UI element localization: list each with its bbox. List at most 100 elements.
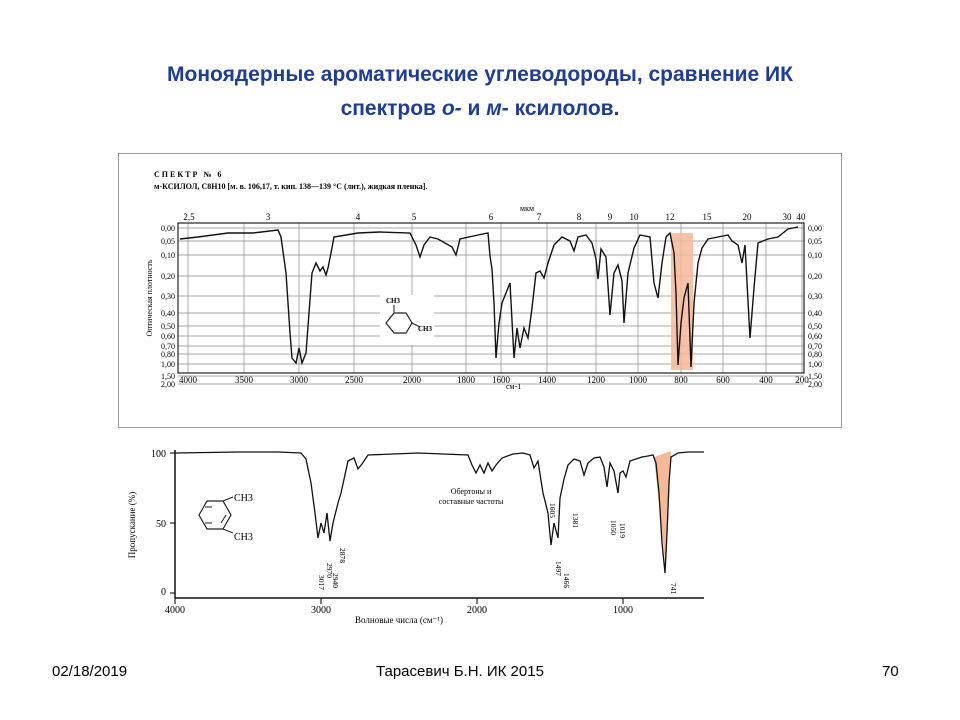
right-tick-label: 0,00 [808,224,822,233]
left-tick-label: 0,10 [161,251,175,260]
peak-label: 2970 [325,563,334,578]
spectrum-curve [179,226,799,368]
spectrum-header: СПЕКТР № 6 [154,170,223,179]
peak-label: 1019 [618,523,627,538]
left-tick-label: 0,40 [161,309,175,318]
x-tick-4000: 4000 [165,605,185,616]
bottom-tick-label: 2000 [403,375,422,385]
left-axis-ticks: 0,00 0,05 0,10 0,20 0,30 0,40 0,500,600,700,80… [161,224,175,389]
peak-label: 1050 [609,520,618,535]
left-tick-label: 1,50 [161,372,175,381]
top-tick-label: 12 [666,212,675,222]
right-tick-label: 0,40 [808,309,822,318]
left-tick-label: 0,50 [161,322,175,331]
structure-o-xylene: CH3 CH3 [198,493,253,543]
right-tick-label: 0,70 [808,342,822,351]
slide-title: Моноядерные ароматические углеводороды, … [40,58,920,126]
bottom-tick-label: 800 [674,375,688,385]
top-tick-label: 10 [630,212,640,222]
left-tick-label: 0,30 [161,292,175,301]
x-axis-label: Волновые числа (см⁻¹) [355,615,443,625]
peak-label: 1466 [562,573,571,588]
top-tick-label: 5 [412,212,417,222]
bottom-tick-label: 1800 [457,375,476,385]
m-xylene-ir-spectrum: СПЕКТР № 6 м-КСИЛОЛ, C8H10 [м. в. 106,17… [118,153,842,428]
left-tick-label: 0,05 [161,237,175,246]
bottom-tick-label: 1600 [492,375,511,385]
structure-m-xylene: CH3 CH3 [380,295,434,345]
plot-frame [177,222,805,374]
structure-label-ch3-top: CH3 [386,297,401,305]
left-tick-label: 0,00 [161,224,175,233]
structure-label-ch3-bottom: CH3 [234,532,253,543]
x-tick-1000: 1000 [613,605,633,616]
structure-label-ch3-top: CH3 [234,493,253,504]
top-tick-label: 40 [797,212,807,222]
peak-label: 1497 [554,561,563,576]
y-tick-100: 100 [151,449,166,460]
footer-author: Тарасевич Б.Н. ИК 2015 [376,663,544,680]
bottom-tick-label: 3500 [235,375,254,385]
bottom-tick-label: 1000 [629,375,648,385]
bottom-tick-label: 200 [795,375,809,385]
bottom-tick-label: 600 [716,375,730,385]
peak-label: 741 [669,583,678,595]
right-tick-label: 0,60 [808,332,822,341]
top-tick-label: 8 [577,212,582,222]
bottom-tick-label: 4000 [179,375,198,385]
bottom-tick-label: 1200 [587,375,606,385]
right-tick-label: 1,50 [808,372,822,381]
top-axis-ticks: 2,5 3 4 5 6 7 8 9 10 12 15 20 30 40 [183,212,806,222]
right-tick-label: 1,00 [808,360,822,369]
y-axis-label: Пропускание (%) [127,492,137,558]
bottom-axis-unit: см-1 [506,382,521,391]
left-tick-label: 1,00 [161,360,175,369]
spectrum-compound-info: м-КСИЛОЛ, C8H10 [м. в. 106,17, т. кип. 1… [154,182,427,191]
right-tick-label: 0,80 [808,350,822,359]
right-axis-ticks: 0,00 0,05 0,10 0,20 0,30 0,40 0,500,600,700,80… [808,224,822,389]
footer-page-number: 70 [882,663,899,680]
peak-label: 2878 [338,548,347,563]
top-axis-unit: мкм [520,204,534,213]
left-axis-label: Оптическая плотность [145,259,154,336]
bottom-tick-label: 2500 [345,375,364,385]
y-tick-50: 50 [156,519,166,530]
right-tick-label: 0,10 [808,251,822,260]
o-xylene-ir-spectrum: Пропускание (%) 100 50 0 4000 3000 2000 … [118,443,718,628]
left-tick-label: 0,60 [161,332,175,341]
peak-label: 3017 [317,575,326,590]
y-tick-0: 0 [161,587,166,598]
peak-label: 1381 [571,513,580,528]
bottom-tick-label: 400 [759,375,773,385]
footer-date: 02/18/2019 [52,663,128,680]
right-tick-label: 2,00 [808,380,822,389]
spectrum-curve [174,451,704,574]
annotation-combination: составные частоты [439,497,504,506]
right-tick-label: 0,30 [808,292,822,301]
title-line-1: Моноядерные ароматические углеводороды, … [167,63,793,86]
bottom-tick-label: 1400 [538,375,557,385]
top-tick-label: 7 [537,212,542,222]
left-tick-label: 0,80 [161,350,175,359]
top-tick-label: 3 [266,212,271,222]
right-tick-label: 0,05 [808,237,822,246]
top-tick-label: 30 [783,212,793,222]
left-tick-label: 0,70 [161,342,175,351]
x-tick-2000: 2000 [467,605,487,616]
peak-label: 1605 [548,503,557,518]
bottom-tick-label: 3000 [290,375,309,385]
left-tick-label: 0,20 [161,272,175,281]
top-tick-label: 2,5 [183,212,195,222]
plot-grid [178,223,804,385]
right-tick-label: 0,20 [808,272,822,281]
annotation-overtones: Обертоны и [451,487,492,496]
peak-label: 2940 [331,573,340,588]
top-tick-label: 9 [608,212,613,222]
x-tick-3000: 3000 [311,605,331,616]
top-tick-label: 6 [489,212,494,222]
right-tick-label: 0,50 [808,322,822,331]
left-tick-label: 2,00 [161,380,175,389]
title-line-2: спектров о- и м- ксилолов. [340,97,620,120]
top-tick-label: 15 [703,212,713,222]
